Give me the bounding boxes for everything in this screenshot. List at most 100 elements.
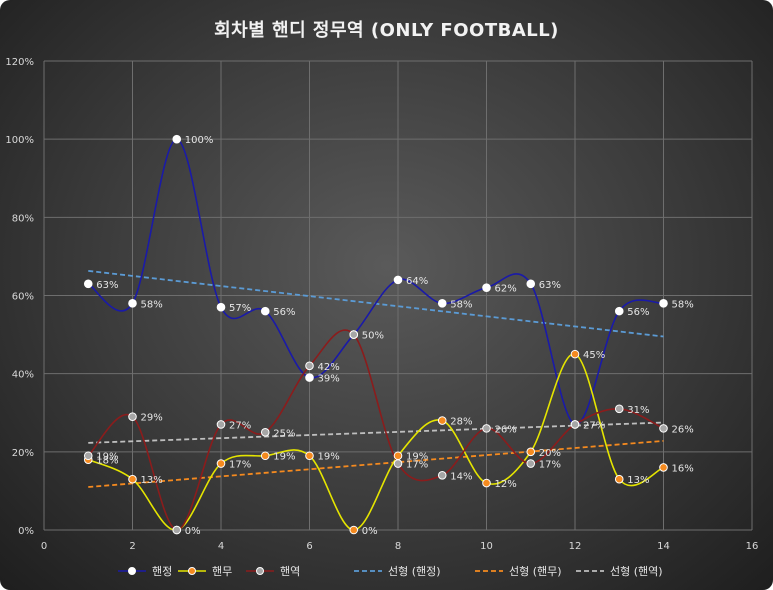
legend-marker (256, 567, 264, 575)
legend-entry: 핸역 (280, 565, 300, 578)
series-3-point (659, 424, 668, 433)
series-1-point (83, 279, 93, 289)
series-1-point (260, 306, 270, 316)
data-label: 14% (450, 471, 472, 482)
series-1-point (216, 302, 226, 312)
y-tick-label: 40% (12, 370, 34, 381)
series-2-point (482, 478, 491, 488)
legend-entry: 선형 (핸무) (509, 565, 562, 578)
series-2-point (349, 525, 359, 535)
legend-marker (188, 567, 196, 575)
data-label: 17% (406, 460, 428, 471)
data-label: 31% (627, 405, 649, 416)
series-1-point (614, 306, 624, 316)
data-label: 12% (495, 479, 517, 490)
series-line-1 (87, 138, 664, 426)
x-tick-label: 10 (480, 541, 493, 552)
data-label: 63% (539, 280, 561, 291)
data-label: 39% (318, 374, 340, 385)
series-2-point (570, 349, 580, 359)
legend-entry: 핸무 (212, 565, 232, 578)
data-label: 20% (539, 448, 561, 459)
y-tick-label: 20% (12, 448, 34, 459)
x-tick-label: 6 (306, 541, 312, 552)
y-tick-label: 80% (12, 213, 34, 224)
data-label: 17% (539, 460, 561, 471)
data-label: 18% (96, 456, 118, 467)
series-3-point (216, 420, 226, 429)
series-3-point (393, 459, 403, 468)
data-label: 0% (185, 526, 201, 537)
legend-entry: 핸정 (152, 565, 172, 578)
x-tick-label: 16 (746, 541, 759, 552)
series-3-point (128, 412, 137, 421)
series-3-point (83, 451, 93, 461)
data-label: 19% (406, 452, 428, 463)
legend-entry: 선형 (핸역) (610, 565, 663, 578)
data-label: 25% (273, 428, 295, 439)
data-label: 58% (141, 299, 163, 310)
x-tick-label: 12 (569, 541, 582, 552)
y-tick-label: 100% (5, 135, 34, 146)
y-tick-label: 120% (5, 57, 34, 68)
series-2-point (216, 459, 226, 468)
series-1-point (128, 299, 137, 308)
x-tick-label: 0 (41, 541, 47, 552)
x-tick-label: 4 (218, 541, 224, 552)
y-tick-label: 0% (18, 526, 34, 537)
legend-marker (128, 567, 136, 575)
data-label: 42% (318, 362, 340, 373)
series-2-point (437, 416, 447, 425)
data-label: 50% (362, 331, 384, 342)
series-1-point (393, 275, 403, 285)
data-label: 28% (450, 417, 472, 428)
x-tick-label: 8 (395, 541, 401, 552)
data-label: 58% (450, 299, 472, 310)
series-1-point (526, 279, 536, 289)
series-3-point (305, 361, 314, 371)
data-label: 16% (672, 463, 694, 474)
series-3-point (482, 424, 491, 433)
series-1-point (172, 134, 182, 144)
series-1-point (659, 299, 668, 308)
data-label: 27% (229, 420, 251, 431)
series-3-point (570, 420, 580, 429)
trendline-2 (88, 439, 664, 488)
series-1-point (437, 299, 447, 308)
x-tick-label: 2 (129, 541, 135, 552)
data-label: 56% (627, 307, 649, 318)
data-label: 100% (185, 135, 214, 146)
series-2-point (526, 447, 536, 457)
series-3-point (526, 459, 536, 468)
data-label: 0% (362, 526, 378, 537)
series-3-point (614, 404, 624, 414)
series-2-point (260, 451, 270, 461)
data-label: 19% (273, 452, 295, 463)
data-label: 62% (495, 284, 517, 295)
series-1-point (482, 283, 491, 292)
data-label: 29% (141, 413, 163, 424)
series-2-point (614, 474, 624, 484)
series-3-point (260, 427, 270, 437)
series-2-point (305, 451, 314, 461)
data-label: 19% (96, 452, 118, 463)
series-1-point (305, 373, 314, 382)
series-line-2 (87, 353, 664, 531)
series-3-point (437, 470, 447, 480)
data-label: 56% (273, 307, 295, 318)
data-label: 13% (141, 475, 163, 486)
data-label: 58% (672, 299, 694, 310)
data-label: 64% (406, 276, 428, 287)
data-label: 13% (627, 475, 649, 486)
x-tick-label: 14 (657, 541, 670, 552)
data-label: 19% (318, 452, 340, 463)
data-label: 45% (583, 350, 605, 361)
chart-title: 회차별 핸디 정무역 (ONLY FOOTBALL) (214, 20, 559, 41)
legend-entry: 선형 (핸정) (388, 565, 441, 578)
data-label: 63% (96, 280, 118, 291)
data-label: 26% (672, 424, 694, 435)
data-label: 57% (229, 303, 251, 314)
data-label: 27% (583, 420, 605, 431)
